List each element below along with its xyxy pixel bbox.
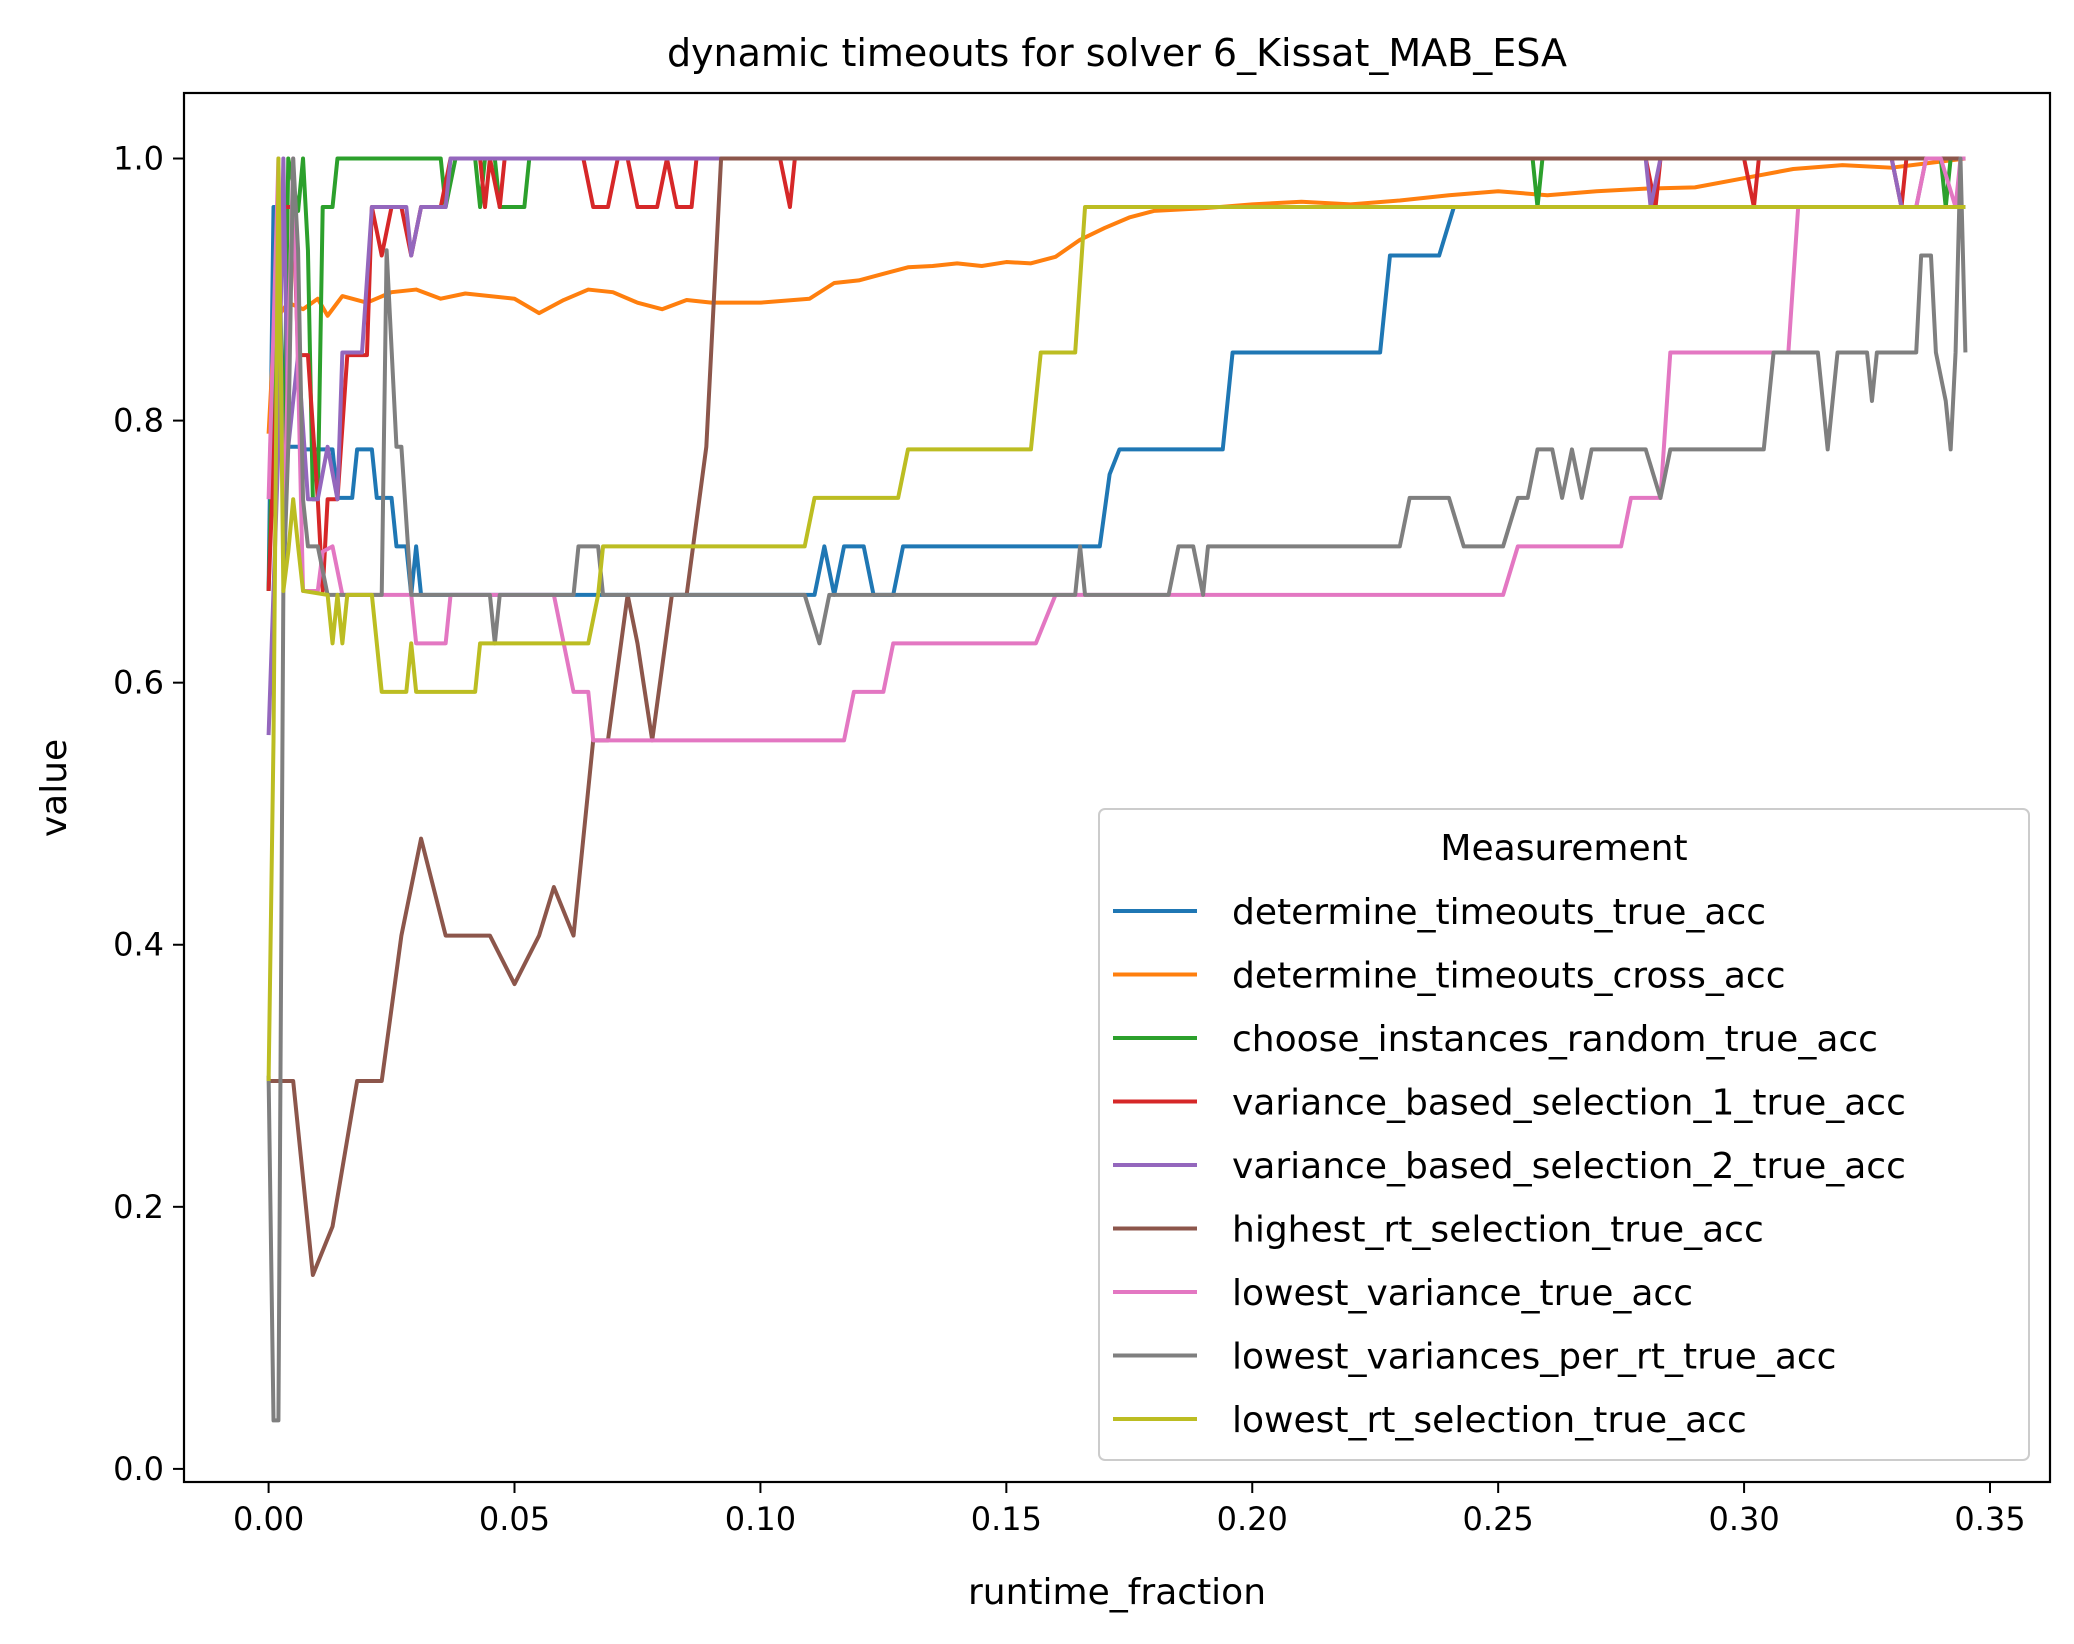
x-axis-label: runtime_fraction <box>968 1572 1266 1613</box>
legend-label: determine_timeouts_true_acc <box>1232 892 1766 933</box>
y-tick-label: 0.8 <box>113 402 164 440</box>
legend-label: lowest_rt_selection_true_acc <box>1232 1400 1747 1441</box>
y-tick-label: 1.0 <box>113 140 164 178</box>
series-layer <box>266 156 1968 1423</box>
x-tick-label: 0.20 <box>1217 1500 1288 1538</box>
series-line-lowest-rt-selection-true-acc <box>266 156 1966 1082</box>
x-tick-label: 0.15 <box>971 1500 1042 1538</box>
series-line-lowest-variance-true-acc <box>266 156 1966 743</box>
y-tick-label: 0.6 <box>113 664 164 702</box>
legend-label: variance_based_selection_1_true_acc <box>1232 1083 1906 1124</box>
legend-label: lowest_variances_per_rt_true_acc <box>1232 1337 1836 1378</box>
legend-title: Measurement <box>1440 828 1687 869</box>
chart-title: dynamic timeouts for solver 6_Kissat_MAB… <box>667 31 1567 75</box>
y-tick-label: 0.4 <box>113 926 164 964</box>
legend-label: choose_instances_random_true_acc <box>1232 1019 1878 1060</box>
legend-label: lowest_variance_true_acc <box>1232 1273 1693 1314</box>
legend: Measurement determine_timeouts_true_accd… <box>1098 808 2030 1461</box>
x-axis: 0.00 0.05 0.10 0.15 0.20 0.25 0.30 0.35 <box>233 1482 2026 1538</box>
x-tick-label: 0.05 <box>479 1500 550 1538</box>
y-axis-label: value <box>34 739 75 837</box>
x-tick-label: 0.00 <box>233 1500 304 1538</box>
x-tick-label: 0.10 <box>725 1500 796 1538</box>
legend-label: determine_timeouts_cross_acc <box>1232 956 1786 997</box>
legend-label: highest_rt_selection_true_acc <box>1232 1210 1764 1251</box>
x-tick-label: 0.30 <box>1708 1500 1779 1538</box>
y-tick-label: 0.2 <box>113 1188 164 1226</box>
y-axis: 0.0 0.2 0.4 0.6 0.8 1.0 <box>113 140 184 1488</box>
y-tick-label: 0.0 <box>113 1450 164 1488</box>
x-tick-label: 0.25 <box>1463 1500 1534 1538</box>
legend-label: variance_based_selection_2_true_acc <box>1232 1146 1906 1187</box>
legend-box <box>1098 808 2030 1461</box>
x-tick-label: 0.35 <box>1954 1500 2025 1538</box>
plot-frame <box>182 91 2052 1484</box>
series-line-lowest-variances-per-rt-true-acc <box>266 156 1968 1423</box>
